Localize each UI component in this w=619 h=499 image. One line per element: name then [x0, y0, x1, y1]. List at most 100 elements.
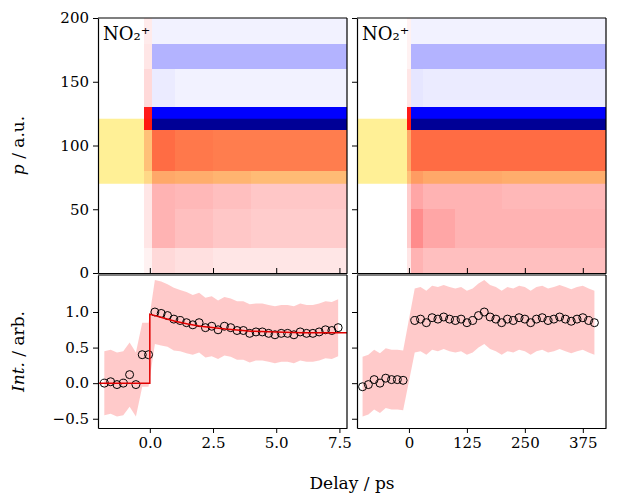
x-tick-mark — [276, 268, 277, 273]
y-axis-line — [357, 19, 358, 274]
heatmap-cell — [502, 130, 548, 171]
heatmap-cell — [357, 69, 407, 107]
heatmap-cell — [548, 18, 606, 44]
y-tick: 100 — [60, 137, 98, 155]
x-tick-label: 375 — [569, 434, 598, 452]
heatmap-cell — [251, 69, 289, 107]
x-tick: 375 — [569, 428, 598, 452]
data-point — [132, 381, 140, 389]
y-tick: 0.0 — [65, 374, 98, 392]
heatmap-cell — [357, 44, 407, 70]
y-tick-mark — [93, 383, 98, 384]
heatmap-cell — [175, 44, 213, 70]
y-tick-label: −0.5 — [53, 410, 89, 428]
heatmap-cell — [423, 248, 455, 274]
heatmap-cell — [289, 44, 347, 70]
y-tick: 200 — [60, 9, 98, 27]
heatmap-cell — [175, 209, 213, 247]
heatmap-cell — [175, 69, 213, 107]
x-tick — [213, 268, 214, 273]
y-tick-mark — [93, 209, 98, 210]
x-tick: 0 — [405, 428, 415, 452]
data-point — [573, 315, 581, 323]
heatmap-cell — [289, 18, 347, 44]
y-tick-label: 150 — [60, 73, 89, 91]
heatmap-cell — [144, 107, 153, 130]
y-tick-mark — [93, 146, 98, 147]
y-axis-line — [98, 19, 99, 274]
heatmap-cell — [213, 209, 251, 247]
error-band — [363, 280, 595, 417]
x-tick-mark — [525, 268, 526, 273]
y-axis — [352, 276, 358, 429]
data-point — [382, 374, 390, 382]
heatmap-cell — [455, 171, 501, 209]
heatmap-cell — [423, 209, 455, 247]
heatmap-cell — [407, 69, 412, 107]
y-tick-label: 1.0 — [65, 303, 89, 321]
data-point — [498, 319, 506, 327]
heatmap-cell — [175, 130, 213, 171]
x-tick — [339, 268, 340, 273]
heatmap-cell — [548, 209, 606, 247]
heatmap-cell — [98, 44, 144, 70]
plot-area — [357, 18, 606, 273]
heatmap-cell — [411, 44, 423, 70]
panel-title: NO₂⁺ — [362, 23, 409, 44]
x-tick-mark — [467, 268, 468, 273]
plot-area — [359, 280, 599, 417]
y-tick-label: 100 — [60, 137, 89, 155]
plot-area — [98, 280, 347, 417]
x-axis-line — [99, 428, 348, 429]
heatmap-cell — [152, 107, 175, 130]
x-tick-label: 0 — [405, 434, 415, 452]
heatmap-cell — [357, 130, 407, 171]
heatmap-cell — [423, 18, 455, 44]
heatmap-cell — [213, 107, 251, 130]
frame-right — [346, 18, 347, 273]
frame-top — [357, 17, 606, 18]
heatmap-cell — [455, 248, 501, 274]
heatmap-cell — [213, 44, 251, 70]
heatmap-cell — [251, 18, 289, 44]
y-tick — [352, 146, 357, 147]
y-tick-mark — [352, 82, 357, 83]
y-axis-title: Int. / arb. — [8, 311, 28, 393]
heatmap-cell — [152, 130, 175, 171]
heatmap-cell — [548, 130, 606, 171]
heatmap-cell — [213, 69, 251, 107]
y-tick: 150 — [60, 73, 98, 91]
heatmap-cell — [357, 171, 407, 209]
y-tick — [352, 209, 357, 210]
heatmap-cell — [502, 209, 548, 247]
heatmap-cell — [411, 107, 423, 130]
heatmap-cell — [423, 130, 455, 171]
data-point — [457, 315, 465, 323]
heatmap-cell — [407, 171, 412, 209]
heatmap-cell — [144, 248, 153, 274]
y-tick-label: 0.5 — [65, 339, 89, 357]
x-tick-mark — [339, 428, 340, 433]
heatmap-cell — [502, 18, 548, 44]
heatmap-cell — [289, 248, 347, 274]
x-tick — [150, 268, 151, 273]
x-tick-mark — [409, 428, 410, 433]
x-tick-mark — [583, 428, 584, 433]
heatmap-cell — [289, 107, 347, 130]
x-tick-label: 5.0 — [265, 434, 289, 452]
x-axis-title: Delay / ps — [309, 473, 394, 493]
data-point — [532, 315, 540, 323]
x-tick: 125 — [453, 428, 482, 452]
heatmap-cell — [175, 107, 213, 130]
heatmap-cell — [251, 107, 289, 130]
heatmap-cell — [213, 248, 251, 274]
heatmap-cell — [502, 107, 548, 130]
heatmap-cell — [98, 69, 144, 107]
data-point — [521, 315, 529, 323]
x-tick-mark — [409, 268, 410, 273]
data-point — [446, 315, 454, 323]
y-tick-label: 200 — [60, 9, 89, 27]
heatmap-cell — [98, 171, 144, 209]
heatmap-cell — [455, 107, 501, 130]
y-axis — [352, 19, 358, 274]
